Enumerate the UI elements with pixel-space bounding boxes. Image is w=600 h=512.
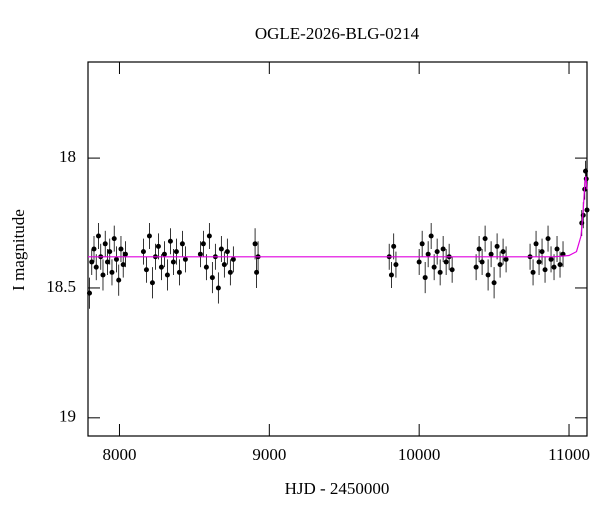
data-point bbox=[230, 256, 236, 262]
data-point bbox=[118, 246, 124, 252]
data-point bbox=[227, 269, 233, 275]
data-point bbox=[419, 241, 425, 247]
data-point bbox=[158, 264, 164, 270]
data-point bbox=[479, 259, 485, 265]
data-point bbox=[215, 285, 221, 291]
chart-title: OGLE-2026-BLG-0214 bbox=[255, 24, 420, 43]
data-point bbox=[95, 233, 101, 239]
data-point bbox=[143, 267, 149, 273]
data-point bbox=[86, 290, 92, 296]
data-point bbox=[218, 246, 224, 252]
data-point bbox=[146, 233, 152, 239]
data-point bbox=[488, 251, 494, 257]
data-point bbox=[443, 259, 449, 265]
data-point bbox=[497, 262, 503, 268]
data-point bbox=[416, 259, 422, 265]
data-point bbox=[149, 280, 155, 286]
data-point bbox=[440, 246, 446, 252]
data-point bbox=[203, 264, 209, 270]
data-point bbox=[491, 280, 497, 286]
data-point bbox=[120, 262, 126, 268]
y-axis-label: I magnitude bbox=[9, 209, 28, 291]
data-point bbox=[476, 246, 482, 252]
data-point bbox=[548, 256, 554, 262]
data-point bbox=[176, 269, 182, 275]
data-point bbox=[109, 269, 115, 275]
data-point bbox=[116, 277, 122, 283]
x-tick-label: 9000 bbox=[252, 445, 286, 464]
data-point bbox=[551, 264, 557, 270]
data-point bbox=[200, 241, 206, 247]
data-point bbox=[530, 269, 536, 275]
data-point bbox=[113, 256, 119, 262]
data-point bbox=[425, 251, 431, 257]
data-point bbox=[221, 262, 227, 268]
data-point bbox=[388, 272, 394, 278]
data-point bbox=[583, 168, 589, 174]
data-point bbox=[93, 264, 99, 270]
y-tick-label: 18 bbox=[59, 147, 76, 166]
data-point bbox=[167, 238, 173, 244]
data-point bbox=[155, 243, 161, 249]
data-point bbox=[503, 256, 509, 262]
data-point bbox=[437, 269, 443, 275]
data-point bbox=[584, 207, 590, 213]
data-point bbox=[164, 272, 170, 278]
data-point bbox=[393, 262, 399, 268]
data-point bbox=[434, 249, 440, 255]
data-point bbox=[539, 249, 545, 255]
data-point bbox=[485, 272, 491, 278]
model-curve bbox=[88, 176, 588, 258]
data-point bbox=[173, 249, 179, 255]
data-point bbox=[554, 246, 560, 252]
data-point bbox=[494, 243, 500, 249]
x-tick-label: 10000 bbox=[398, 445, 441, 464]
data-point bbox=[104, 259, 110, 265]
data-point bbox=[422, 275, 428, 281]
data-point bbox=[557, 262, 563, 268]
data-point bbox=[170, 259, 176, 265]
data-point bbox=[102, 241, 108, 247]
data-point bbox=[140, 249, 146, 255]
x-tick-label: 11000 bbox=[548, 445, 590, 464]
data-point bbox=[542, 267, 548, 273]
data-point bbox=[533, 241, 539, 247]
data-point bbox=[100, 272, 106, 278]
data-point bbox=[391, 243, 397, 249]
data-point bbox=[89, 259, 95, 265]
data-point bbox=[107, 249, 113, 255]
data-point bbox=[449, 267, 455, 273]
data-point bbox=[111, 236, 117, 242]
plot-frame bbox=[87, 61, 588, 437]
data-point bbox=[209, 275, 215, 281]
data-point bbox=[428, 233, 434, 239]
y-tick-label: 18.5 bbox=[46, 277, 76, 296]
x-tick-label: 8000 bbox=[102, 445, 136, 464]
data-point bbox=[179, 241, 185, 247]
y-tick-label: 19 bbox=[59, 407, 76, 426]
data-point bbox=[122, 251, 128, 257]
data-point bbox=[197, 251, 203, 257]
data-point bbox=[224, 249, 230, 255]
data-point bbox=[206, 233, 212, 239]
data-point bbox=[500, 249, 506, 255]
data-point bbox=[161, 251, 167, 257]
data-point bbox=[545, 236, 551, 242]
data-point bbox=[473, 264, 479, 270]
data-point bbox=[536, 259, 542, 265]
data-point bbox=[482, 236, 488, 242]
x-axis-label: HJD - 2450000 bbox=[285, 479, 390, 498]
data-point bbox=[91, 246, 97, 252]
data-point bbox=[252, 241, 258, 247]
data-point bbox=[431, 264, 437, 270]
data-point bbox=[182, 256, 188, 262]
